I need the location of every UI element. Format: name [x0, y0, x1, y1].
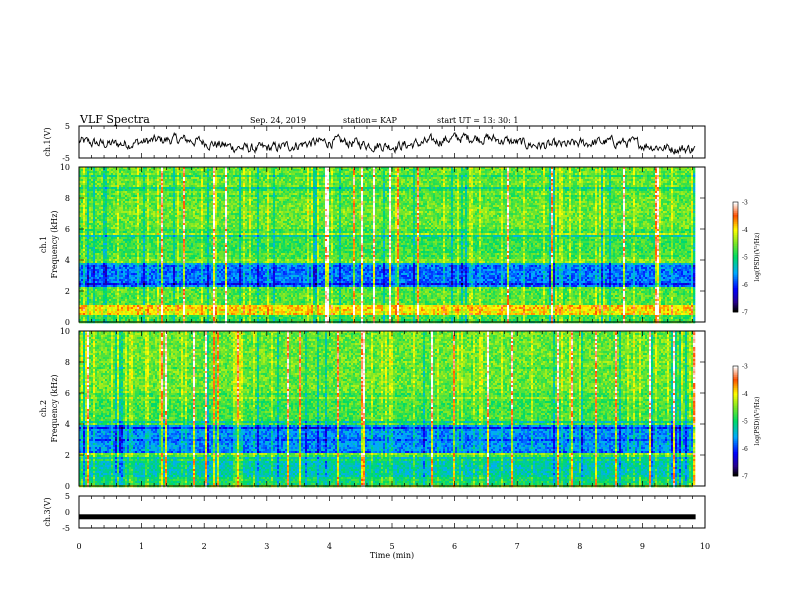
x-tick-label: 7	[515, 542, 520, 551]
y-tick-label: 8	[65, 358, 70, 367]
colorbar-tick-label: -7	[742, 474, 748, 481]
x-axis-label: Time (min)	[370, 551, 414, 560]
x-tick-label: 9	[640, 542, 645, 551]
y-tick-label: -5	[62, 154, 70, 163]
colorbar-tick-label: -6	[742, 282, 748, 289]
y-tick-label: 10	[60, 327, 70, 336]
y-tick-label: 4	[65, 420, 70, 429]
colorbar-tick-label: -6	[742, 446, 748, 453]
colorbar-tick-label: -3	[742, 200, 748, 207]
ch3-waveform-line	[79, 514, 696, 519]
y-tick-label: 0	[65, 318, 70, 327]
ch1-colorbar: -3 -4 -5 -6 -7 log(PSD)(V²/Hz)	[733, 200, 761, 317]
x-tick-label: 10	[700, 542, 710, 551]
colorbar-tick-label: -5	[742, 419, 748, 426]
ch2-colorbar: -3 -4 -5 -6 -7 log(PSD)(V²/Hz)	[733, 364, 761, 481]
x-tick-label: 3	[264, 542, 269, 551]
ch1-waveform-line	[79, 133, 695, 154]
y-tick-label: 6	[65, 225, 70, 234]
x-tick-label: 6	[452, 542, 457, 551]
start-ut-label: start UT = 13: 30: 1	[437, 116, 518, 125]
y-tick-label: 0	[65, 508, 70, 517]
colorbar-tick-label: -4	[742, 391, 748, 398]
y-tick-label: 2	[65, 287, 70, 296]
colorbar-tick-label: -3	[742, 364, 748, 371]
colorbar-tick-label: -5	[742, 255, 748, 262]
colorbar-tick-label: -4	[742, 227, 748, 234]
y-tick-label: 4	[65, 256, 70, 265]
frequency-axis-label: Frequency (kHz)	[50, 374, 59, 442]
spectrogram-heatmap	[79, 167, 695, 323]
figure-title: VLF Spectra	[79, 113, 150, 126]
vlf-figure: VLF Spectra Sep. 24, 2019 station= KAP s…	[0, 0, 792, 612]
date-label: Sep. 24, 2019	[250, 116, 306, 125]
channel-label: ch.2	[39, 400, 48, 417]
channel-label: ch.1	[39, 236, 48, 253]
spectrogram-heatmap	[79, 331, 695, 487]
colorbar-label: log(PSD)(V²/Hz)	[754, 397, 761, 446]
ch3-waveform-panel: 5 0 -5 ch.3(V)	[43, 492, 705, 533]
ch1-waveform-panel: 5 -5 ch.1(V)	[43, 122, 705, 163]
y-tick-label: 10	[60, 163, 70, 172]
y-tick-label: 6	[65, 389, 70, 398]
x-tick-label: 5	[389, 542, 394, 551]
y-tick-label: 5	[65, 122, 70, 131]
time-axis: 0 1 2 3 4 5 6 7 8 9 10 Time (min)	[76, 542, 710, 560]
x-tick-label: 4	[327, 542, 332, 551]
y-tick-label: 5	[65, 492, 70, 501]
frequency-axis-label: Frequency (kHz)	[50, 210, 59, 278]
x-tick-label: 8	[577, 542, 582, 551]
y-tick-label: 2	[65, 451, 70, 460]
y-tick-label: -5	[62, 524, 70, 533]
ch3-ylabel: ch.3(V)	[43, 497, 52, 526]
ch1-spectrogram-panel: 0 2 4 6 8 10 ch.1 Frequency (kHz)	[39, 163, 705, 327]
x-tick-label: 0	[76, 542, 81, 551]
colorbar-label: log(PSD)(V²/Hz)	[754, 233, 761, 282]
colorbar-tick-label: -7	[742, 310, 748, 317]
ch1-ylabel: ch.1(V)	[43, 127, 52, 156]
y-tick-label: 8	[65, 194, 70, 203]
x-tick-label: 2	[202, 542, 207, 551]
ch2-spectrogram-panel: 0 2 4 6 8 10 ch.2 Frequency (kHz)	[39, 327, 705, 491]
y-tick-label: 0	[65, 482, 70, 491]
x-tick-label: 1	[139, 542, 144, 551]
station-label: station= KAP	[343, 116, 398, 125]
